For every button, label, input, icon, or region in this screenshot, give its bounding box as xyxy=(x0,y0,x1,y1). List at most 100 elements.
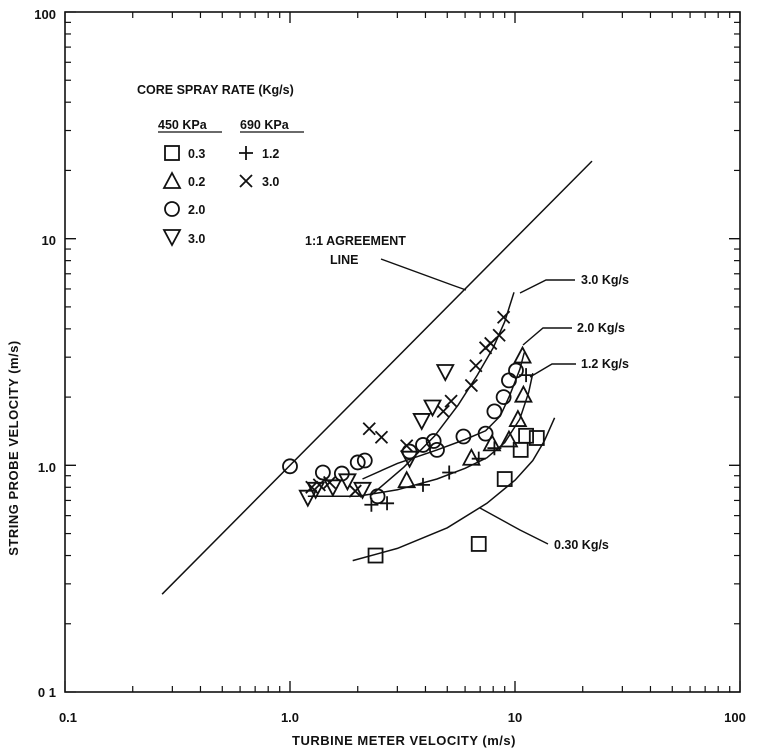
curve-1 xyxy=(370,292,515,496)
legend: CORE SPRAY RATE (Kg/s) 450 KPa 690 KPa 0… xyxy=(137,83,304,247)
legend-group-450: 450 KPa xyxy=(158,118,208,132)
fit-curves xyxy=(161,160,593,595)
data-point-x xyxy=(400,439,414,453)
data-point-triangle-up xyxy=(508,409,528,427)
data-point-x xyxy=(464,378,479,393)
legend-label: 3.0 xyxy=(262,175,279,189)
y-tick-label: 10 xyxy=(42,233,56,248)
data-point-x xyxy=(444,394,458,408)
data-point-circle xyxy=(501,372,517,389)
data-point-triangle-down xyxy=(435,364,455,382)
curve-0 xyxy=(161,160,593,595)
data-point-triangle-down xyxy=(323,479,343,498)
y-tick-label: 0 1 xyxy=(38,685,56,700)
legend-markers xyxy=(162,145,253,247)
data-point-plus xyxy=(364,497,379,512)
data-point-circle xyxy=(314,464,331,481)
legend-group-690: 690 KPa xyxy=(240,118,290,132)
data-point-circle xyxy=(495,389,512,405)
data-point-triangle-down xyxy=(423,399,443,418)
legend-marker-square xyxy=(164,145,180,161)
curve-3 xyxy=(307,373,534,498)
annotation-1-2-kgs: 1.2 Kg/s xyxy=(581,357,629,371)
legend-marker-circle xyxy=(164,201,180,217)
axis-ticks xyxy=(64,11,741,693)
data-points xyxy=(282,310,545,564)
data-point-x xyxy=(362,422,376,436)
annotation-3-0-kgs: 3.0 Kg/s xyxy=(581,273,629,287)
data-point-triangle-up xyxy=(513,345,533,364)
legend-label: 0.3 xyxy=(188,147,205,161)
data-point-triangle-down xyxy=(412,413,432,431)
data-point-square xyxy=(528,430,545,446)
annotation-2-0-kgs: 2.0 Kg/s xyxy=(577,321,625,335)
data-point-x xyxy=(322,475,337,490)
data-point-plus xyxy=(442,465,457,480)
data-point-triangle-up xyxy=(513,384,533,403)
data-point-plus xyxy=(380,496,395,511)
leader-0-30-kgs xyxy=(479,507,549,545)
data-point-triangle-up xyxy=(499,429,519,448)
data-point-circle xyxy=(369,488,386,505)
annotation-agreement-line: 1:1 AGREEMENT xyxy=(305,234,406,248)
data-point-triangle-up xyxy=(397,470,417,489)
annotation-agreement-line-2: LINE xyxy=(330,253,358,267)
x-tick-label: 0.1 xyxy=(59,710,77,725)
leader-agreement-line xyxy=(380,258,467,291)
x-tick-label: 1.0 xyxy=(281,710,299,725)
data-point-plus xyxy=(471,451,486,466)
data-point-circle xyxy=(356,452,373,469)
legend-marker-triangle-up xyxy=(162,171,182,189)
leader-2-0-kgs xyxy=(522,327,572,346)
data-point-triangle-up xyxy=(461,447,481,466)
y-tick-label: 100 xyxy=(34,7,56,22)
data-point-x xyxy=(305,480,319,494)
annotation-0-30-kgs: 0.30 Kg/s xyxy=(554,538,609,552)
legend-label: 2.0 xyxy=(188,203,205,217)
leader-1-2-kgs xyxy=(529,363,576,378)
data-point-circle xyxy=(415,437,431,453)
legend-marker-triangle-down xyxy=(162,229,182,247)
plot-frame xyxy=(64,11,741,693)
data-point-square xyxy=(367,547,384,564)
annotations: 1:1 AGREEMENT LINE 3.0 Kg/s 2.0 Kg/s 1.2… xyxy=(305,234,629,552)
legend-label: 1.2 xyxy=(262,147,279,161)
x-axis-title: TURBINE METER VELOCITY (m/s) xyxy=(292,733,516,748)
legend-marker-x xyxy=(239,174,253,188)
data-point-circle xyxy=(508,362,524,379)
legend-title: CORE SPRAY RATE (Kg/s) xyxy=(137,83,294,97)
y-tick-label: 1.0 xyxy=(38,460,56,475)
legend-label: 3.0 xyxy=(188,232,205,246)
data-point-plus xyxy=(519,368,534,383)
data-point-circle xyxy=(486,403,503,420)
data-point-triangle-down xyxy=(352,481,372,500)
data-point-x xyxy=(469,359,483,373)
data-point-triangle-down xyxy=(400,450,420,469)
data-point-circle xyxy=(425,433,442,449)
legend-marker-plus xyxy=(239,146,253,160)
leader-3-0-kgs xyxy=(519,279,575,294)
data-point-square xyxy=(518,427,534,444)
data-point-circle xyxy=(455,428,472,445)
data-point-circle xyxy=(429,441,445,458)
x-tick-label: 100 xyxy=(724,710,746,725)
y-axis-title: STRING PROBE VELOCITY (m/s) xyxy=(6,340,21,556)
data-point-x xyxy=(496,310,511,324)
data-point-x xyxy=(436,404,450,419)
data-point-plus xyxy=(487,441,502,456)
data-point-plus xyxy=(415,477,430,492)
data-point-square xyxy=(496,471,513,487)
legend-label: 0.2 xyxy=(188,175,205,189)
data-point-x xyxy=(312,478,326,492)
data-point-triangle-down xyxy=(337,473,357,492)
data-point-square xyxy=(470,536,487,552)
data-point-triangle-up xyxy=(482,433,502,452)
x-tick-label: 10 xyxy=(508,710,522,725)
data-point-x xyxy=(374,430,389,444)
data-point-x xyxy=(492,328,506,342)
data-point-circle xyxy=(349,454,366,471)
data-point-circle xyxy=(477,425,494,442)
data-point-circle xyxy=(282,458,298,475)
data-point-x xyxy=(348,484,362,498)
